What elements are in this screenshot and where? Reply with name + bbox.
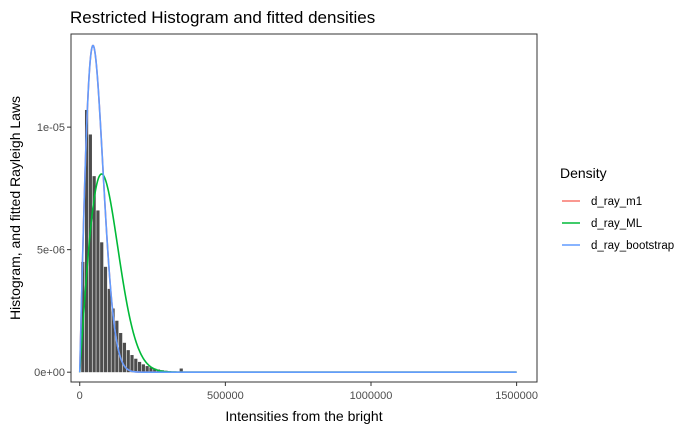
histogram-bar [108, 289, 111, 372]
x-axis-label: Intensities from the bright [225, 408, 382, 424]
chart-title: Restricted Histogram and fitted densitie… [70, 8, 375, 27]
x-tick-label: 0 [77, 390, 83, 402]
x-tick-label: 1000000 [350, 390, 393, 402]
x-axis: 0 500000 1000000 1500000 [77, 382, 538, 402]
y-tick-label: 1e-05 [37, 122, 65, 134]
y-axis-label: Histogram, and fitted Rayleigh Laws [7, 96, 23, 320]
y-axis: 0e+00 5e-06 1e-05 [34, 122, 71, 379]
legend-label-d-ray-bootstrap: d_ray_bootstrap [591, 240, 674, 252]
histogram-bar [142, 364, 145, 372]
histogram-bar [104, 267, 107, 372]
histogram-bar [130, 355, 133, 372]
legend-title: Density [560, 165, 607, 181]
histogram-bar [100, 242, 103, 372]
legend-label-d-ray-m1: d_ray_m1 [591, 196, 642, 208]
histogram-bar [138, 362, 141, 372]
plot-panel [71, 34, 537, 382]
x-tick-label: 500000 [207, 390, 244, 402]
y-tick-label: 0e+00 [34, 367, 65, 379]
histogram-bar [134, 359, 137, 372]
histogram-bar [89, 134, 92, 372]
legend-label-d-ray-ML: d_ray_ML [591, 218, 643, 230]
histogram-bar [96, 210, 99, 372]
histogram-bar [146, 366, 149, 372]
x-tick-label: 1500000 [495, 390, 538, 402]
legend: Density d_ray_m1 d_ray_ML d_ray_bootstrap [560, 165, 674, 252]
y-tick-label: 5e-06 [37, 245, 65, 257]
